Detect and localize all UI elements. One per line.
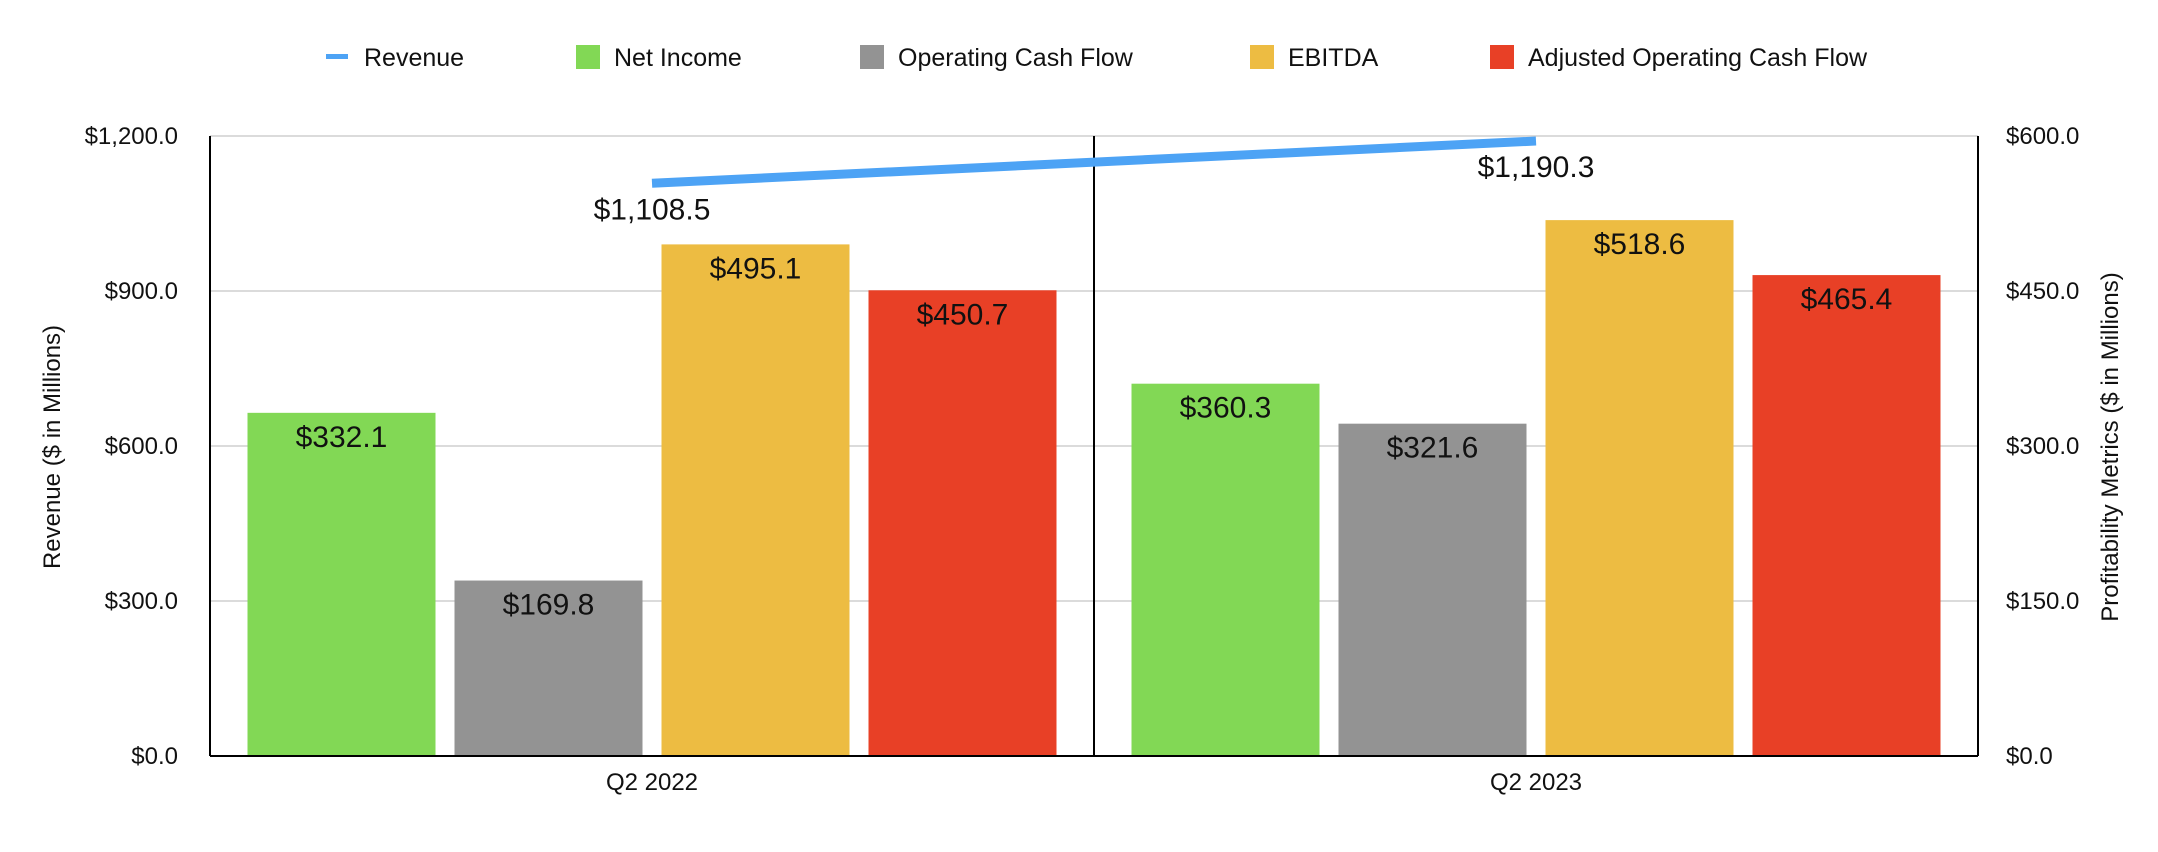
bar-net-income	[1131, 383, 1320, 756]
legend-label-adjusted-operating-cash-flow: Adjusted Operating Cash Flow	[1528, 44, 1868, 72]
y-tick-label-left: $0.0	[131, 743, 178, 770]
legend-swatch-adjusted-operating-cash-flow	[1490, 45, 1514, 69]
y-tick-label-left: $600.0	[105, 433, 178, 460]
revenue-line-series	[651, 136, 1537, 188]
legend-label-ebitda: EBITDA	[1288, 44, 1379, 72]
axes: $0.0 $0.0 $300.0 $150.0 $600.0 $300.0 $900.0 $4…	[85, 123, 2080, 796]
data-label-revenue: $1,190.3	[1478, 151, 1595, 184]
data-label-net-income: $360.3	[1180, 392, 1272, 425]
data-label-revenue: $1,108.5	[594, 193, 711, 226]
bar-operating-cash-flow	[1338, 423, 1527, 756]
legend-swatch-revenue	[326, 54, 348, 59]
y-axis-title-left: Revenue ($ in Millions)	[39, 325, 66, 569]
data-label-adjusted-operating-cash-flow: $450.7	[917, 298, 1009, 331]
y-axis-title-right: Profitability Metrics ($ in Millions)	[2097, 272, 2124, 621]
data-labels: $332.1 $169.8 $495.1 $450.7 $360.3 $321.6 $518…	[296, 151, 1893, 622]
y-tick-label-right: $0.0	[2006, 743, 2053, 770]
y-tick-label-right: $600.0	[2006, 123, 2079, 150]
data-label-net-income: $332.1	[296, 421, 388, 454]
bar-ebitda	[1545, 220, 1734, 756]
y-tick-label-left: $1,200.0	[85, 123, 178, 150]
legend-label-revenue: Revenue	[364, 44, 464, 72]
bar-operating-cash-flow	[454, 580, 643, 756]
y-tick-label-right: $450.0	[2006, 278, 2079, 305]
bar-series	[247, 220, 1941, 756]
bar-net-income	[247, 412, 436, 756]
bar-adjusted-operating-cash-flow	[868, 290, 1057, 756]
x-tick-label: Q2 2023	[1490, 769, 1582, 796]
y-tick-label-left: $900.0	[105, 278, 178, 305]
data-label-adjusted-operating-cash-flow: $465.4	[1801, 283, 1893, 316]
x-tick-label: Q2 2022	[606, 769, 698, 796]
legend-label-operating-cash-flow: Operating Cash Flow	[898, 44, 1134, 72]
legend-swatch-net-income	[576, 45, 600, 69]
legend: Revenue Net Income Operating Cash Flow EBIT…	[326, 44, 1868, 72]
data-label-operating-cash-flow: $169.8	[503, 589, 595, 622]
data-label-ebitda: $495.1	[710, 252, 802, 285]
legend-label-net-income: Net Income	[614, 44, 742, 72]
bar-adjusted-operating-cash-flow	[1752, 275, 1941, 756]
legend-swatch-ebitda	[1250, 45, 1274, 69]
y-tick-label-right: $300.0	[2006, 433, 2079, 460]
data-label-operating-cash-flow: $321.6	[1387, 432, 1479, 465]
y-tick-label-left: $300.0	[105, 588, 178, 615]
y-tick-label-right: $150.0	[2006, 588, 2079, 615]
line-revenue	[651, 136, 1537, 188]
bar-ebitda	[661, 244, 850, 756]
data-label-ebitda: $518.6	[1594, 228, 1686, 261]
legend-swatch-operating-cash-flow	[860, 45, 884, 69]
